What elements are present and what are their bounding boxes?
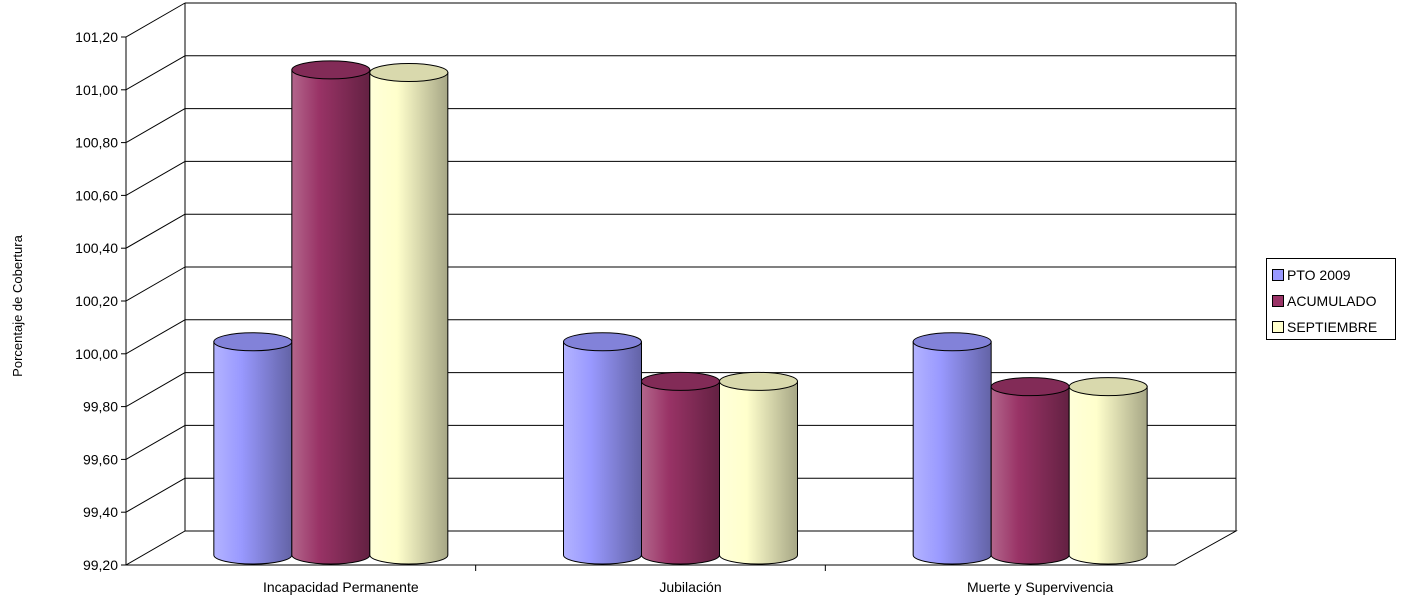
legend-item: ACUMULADO (1272, 288, 1395, 314)
bar-top (291, 60, 371, 80)
bar (641, 371, 720, 565)
x-tick-label: Incapacidad Permanente (263, 579, 419, 595)
legend-item: SEPTIEMBRE (1272, 314, 1395, 340)
gridline-diagonal (125, 319, 186, 355)
y-tick-label: 100,80 (75, 135, 118, 151)
y-tick-label: 100,60 (75, 187, 118, 203)
y-tick-label: 101,00 (75, 82, 118, 98)
bar-body (369, 72, 449, 565)
bar-top (641, 371, 720, 391)
gridline-diagonal (125, 160, 186, 196)
gridline-diagonal (125, 2, 186, 38)
gridline-diagonal (125, 477, 186, 513)
y-axis-ticks: 99,20 99,40 99,60 99,80 100,00 100,20 100,40 10… (75, 29, 126, 573)
bar-body (990, 386, 1070, 565)
bar-top (369, 63, 449, 83)
y-tick-label: 99,60 (83, 451, 118, 467)
legend-swatch (1272, 295, 1284, 307)
gridline-diagonal (125, 213, 186, 249)
bar (369, 63, 449, 565)
y-tick-label: 100,40 (75, 240, 118, 256)
legend-swatch (1272, 269, 1284, 281)
bar-top (1068, 377, 1148, 397)
bar-top (213, 332, 293, 352)
bar-body (213, 341, 293, 565)
bar (291, 60, 371, 565)
gridline-diagonal (125, 108, 186, 144)
gridline-diagonal (125, 424, 186, 460)
x-tick-label: Jubilación (659, 579, 721, 595)
y-tick-label: 99,80 (83, 399, 118, 415)
bar-top (912, 332, 992, 352)
bars (213, 60, 1148, 565)
legend: PTO 2009 ACUMULADO SEPTIEMBRE (1266, 258, 1396, 340)
legend-item: PTO 2009 (1272, 262, 1395, 288)
y-tick-label: 101,20 (75, 29, 118, 45)
legend-label: ACUMULADO (1287, 293, 1377, 309)
y-tick-label: 100,00 (75, 346, 118, 362)
bar-top (563, 332, 642, 352)
bar-body (641, 380, 720, 565)
x-tick-label: Muerte y Supervivencia (967, 579, 1114, 595)
legend-label: PTO 2009 (1287, 267, 1351, 283)
gridline-diagonal (125, 372, 186, 408)
bar-top (719, 371, 798, 391)
chart-walls (124, 3, 1238, 566)
legend-label: SEPTIEMBRE (1287, 319, 1378, 335)
bar-body (1068, 386, 1148, 565)
y-tick-label: 99,20 (83, 557, 118, 573)
bar (213, 332, 293, 565)
gridline-diagonal (125, 55, 186, 91)
x-axis: Incapacidad Permanente Jubilación Muerte y… (263, 565, 1114, 595)
gridline-diagonal (125, 266, 186, 302)
bar (990, 377, 1070, 565)
bar (563, 332, 642, 565)
bar-body (719, 380, 798, 565)
y-tick-label: 100,20 (75, 293, 118, 309)
bar (912, 332, 992, 565)
bar-body (912, 341, 992, 565)
y-tick-label: 99,40 (83, 504, 118, 520)
legend-swatch (1272, 321, 1284, 333)
bar-top (990, 377, 1070, 397)
bar (719, 371, 798, 565)
bar-body (291, 69, 371, 565)
bar-body (563, 341, 642, 565)
y-axis-label: Porcentaje de Cobertura (10, 234, 25, 376)
bar (1068, 377, 1148, 565)
